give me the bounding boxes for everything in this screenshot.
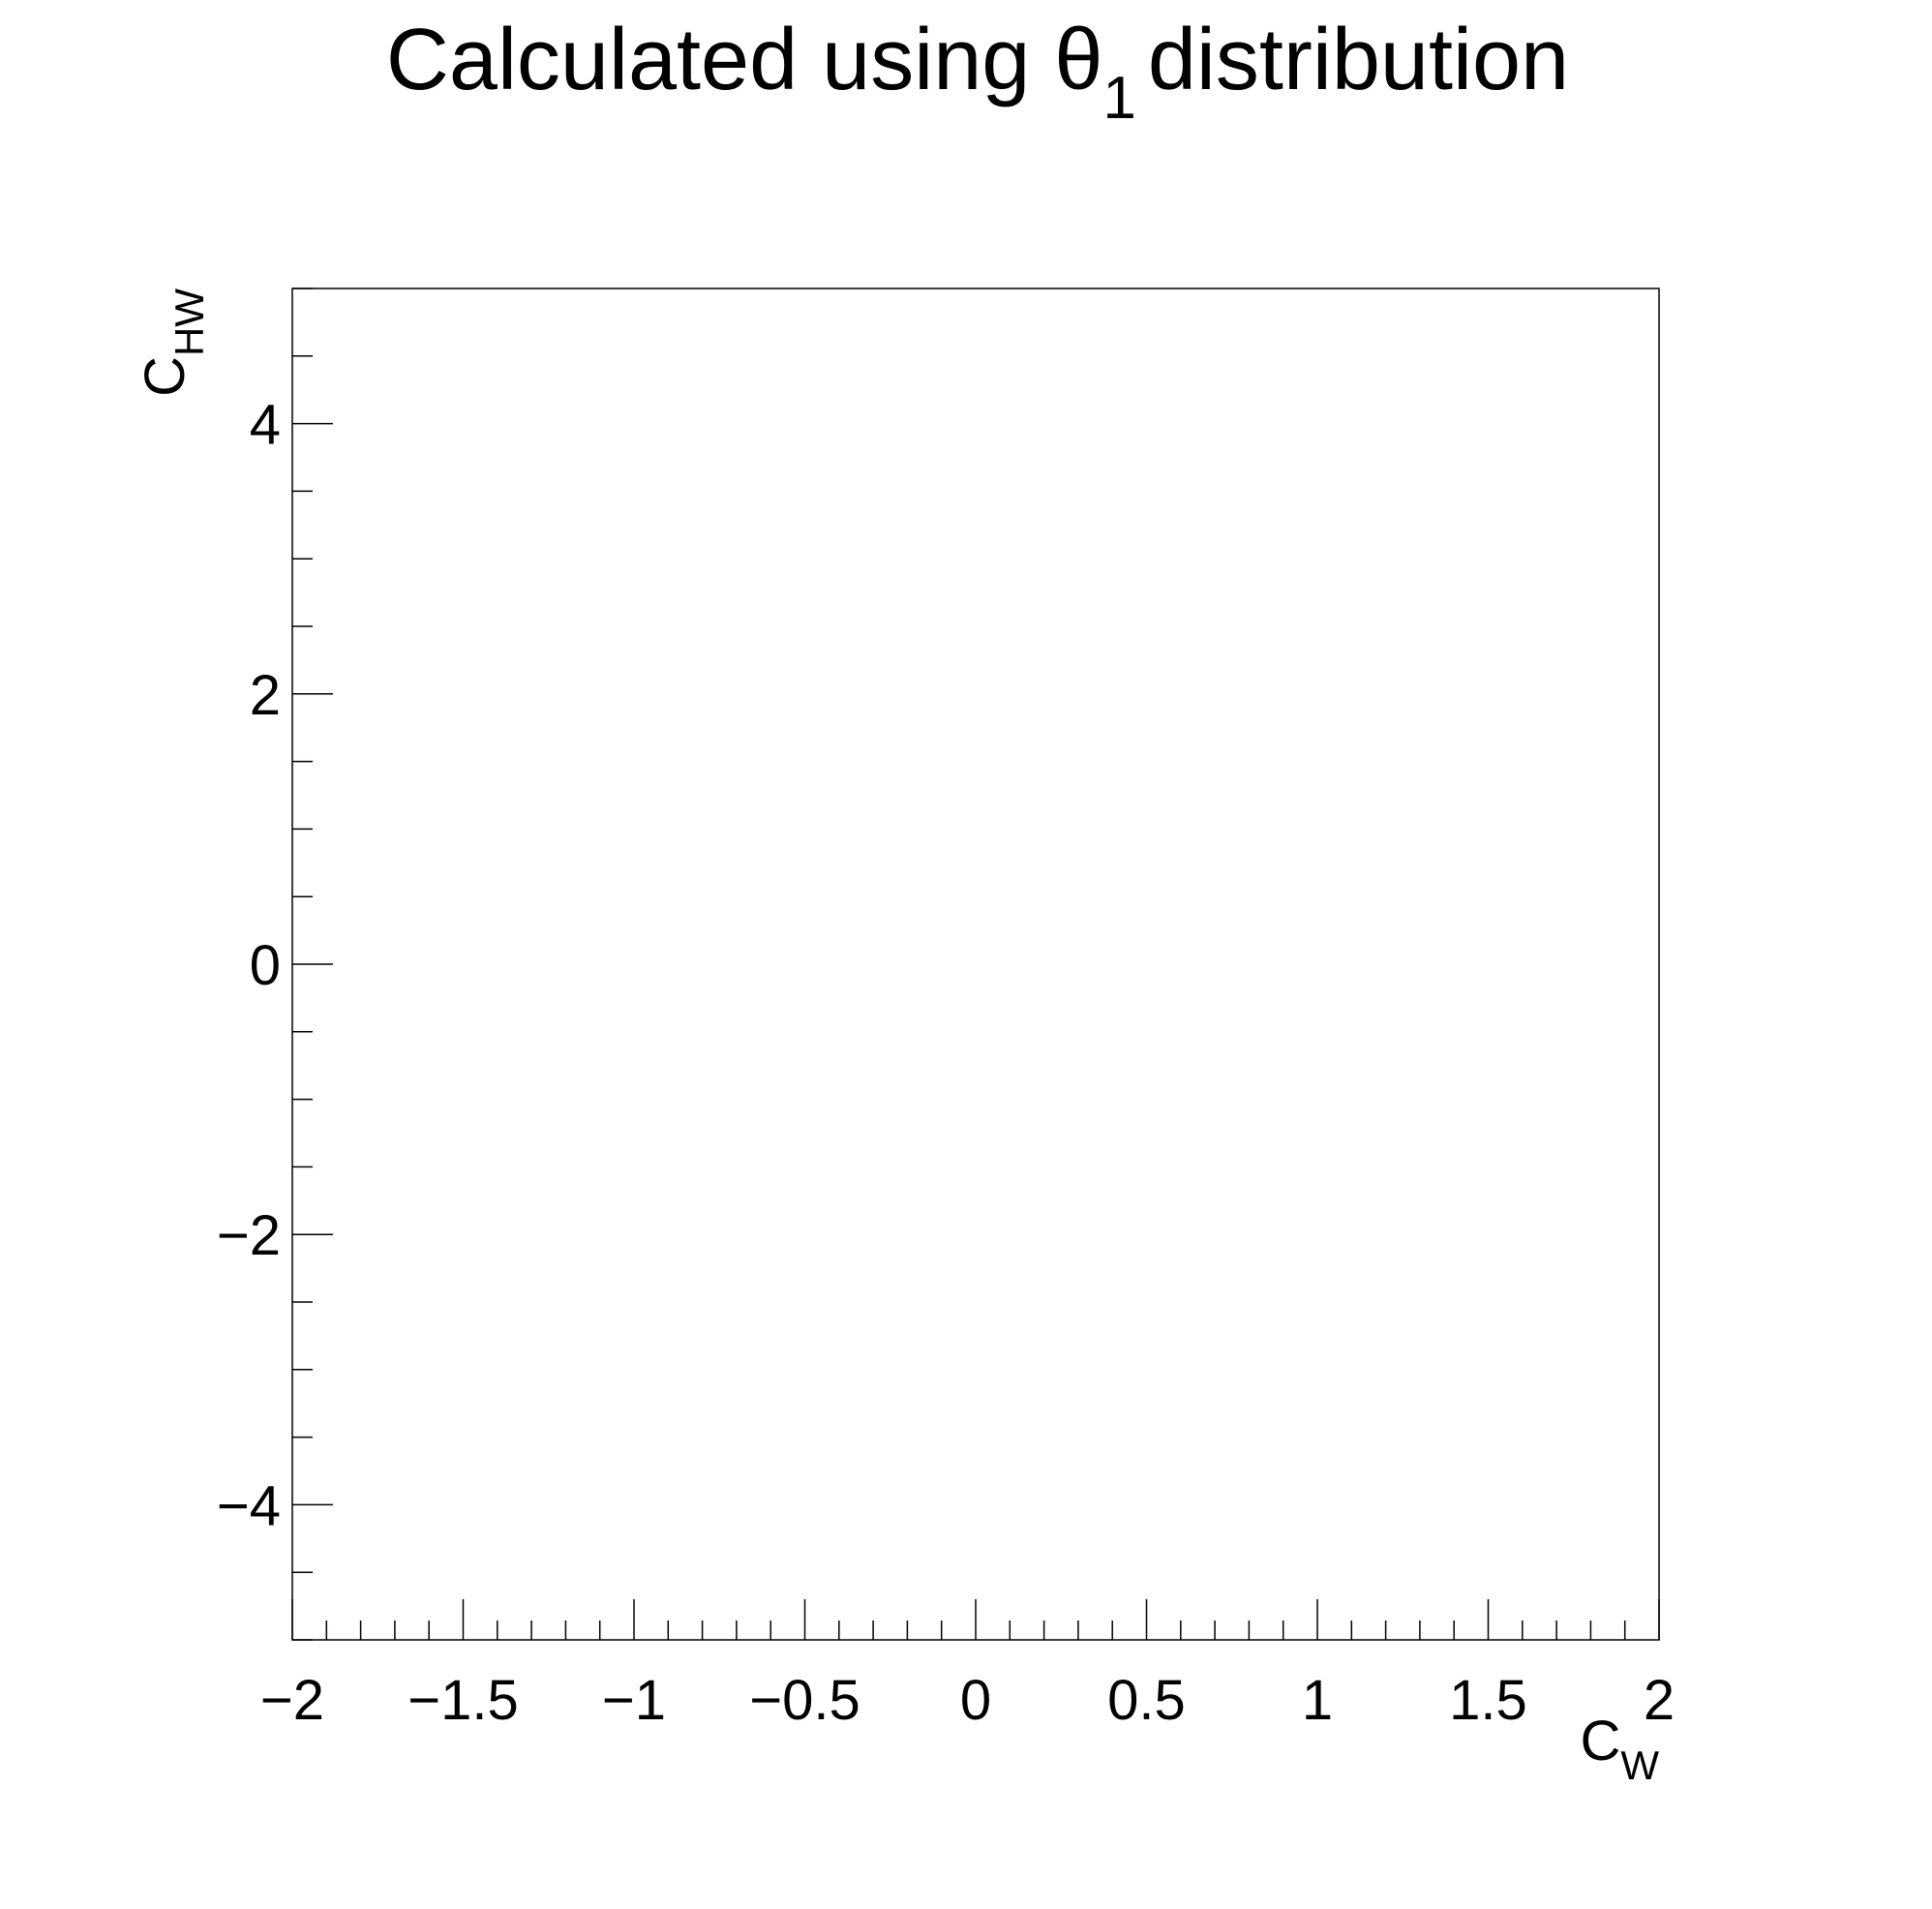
chart-title: Calculated using θ1 distribution (386, 12, 1569, 132)
y-tick-label: −4 (217, 1474, 281, 1537)
x-tick-label: −1.5 (408, 1669, 519, 1732)
y-tick-label: 0 (250, 934, 281, 997)
y-tick-label: −2 (217, 1204, 281, 1267)
x-tick-label: −0.5 (749, 1669, 860, 1732)
x-tick-label: 1.5 (1449, 1669, 1527, 1732)
y-axis: −4 −2 0 2 4 (217, 288, 333, 1641)
x-tick-label: −1 (602, 1669, 666, 1732)
y-axis-label: CHW (134, 288, 212, 397)
y-tick-label: 4 (250, 394, 281, 457)
x-tick-label: 0.5 (1107, 1669, 1186, 1732)
x-tick-label: 0 (960, 1669, 991, 1732)
y-tick-label: 2 (250, 664, 281, 727)
plot-frame (291, 288, 1660, 1641)
x-tick-label: −2 (260, 1669, 324, 1732)
x-tick-label: 2 (1644, 1669, 1675, 1732)
x-axis: −2 −1.5 −1 −0.5 0 0.5 1 1.5 2 (260, 1599, 1675, 1732)
x-axis-label: CW (1580, 1710, 1659, 1788)
x-tick-label: 1 (1302, 1669, 1333, 1732)
